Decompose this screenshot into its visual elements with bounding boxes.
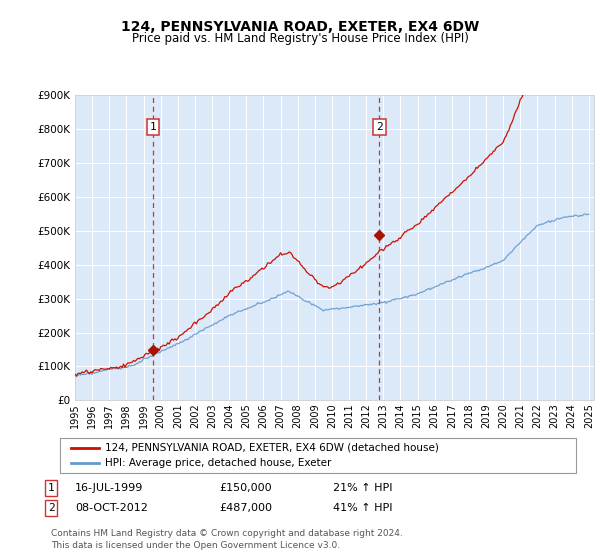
Text: 41% ↑ HPI: 41% ↑ HPI <box>333 503 392 513</box>
Text: 124, PENNSYLVANIA ROAD, EXETER, EX4 6DW (detached house): 124, PENNSYLVANIA ROAD, EXETER, EX4 6DW … <box>105 443 439 453</box>
Text: 2: 2 <box>47 503 55 513</box>
Text: 2: 2 <box>376 122 383 132</box>
Text: HPI: Average price, detached house, Exeter: HPI: Average price, detached house, Exet… <box>105 458 331 468</box>
Text: 1: 1 <box>149 122 156 132</box>
Text: £150,000: £150,000 <box>219 483 272 493</box>
Text: 1: 1 <box>47 483 55 493</box>
Text: 21% ↑ HPI: 21% ↑ HPI <box>333 483 392 493</box>
Text: £487,000: £487,000 <box>219 503 272 513</box>
Text: 16-JUL-1999: 16-JUL-1999 <box>75 483 143 493</box>
Text: 124, PENNSYLVANIA ROAD, EXETER, EX4 6DW: 124, PENNSYLVANIA ROAD, EXETER, EX4 6DW <box>121 20 479 34</box>
Text: Price paid vs. HM Land Registry's House Price Index (HPI): Price paid vs. HM Land Registry's House … <box>131 32 469 45</box>
Text: 08-OCT-2012: 08-OCT-2012 <box>75 503 148 513</box>
Text: Contains HM Land Registry data © Crown copyright and database right 2024.
This d: Contains HM Land Registry data © Crown c… <box>51 529 403 550</box>
